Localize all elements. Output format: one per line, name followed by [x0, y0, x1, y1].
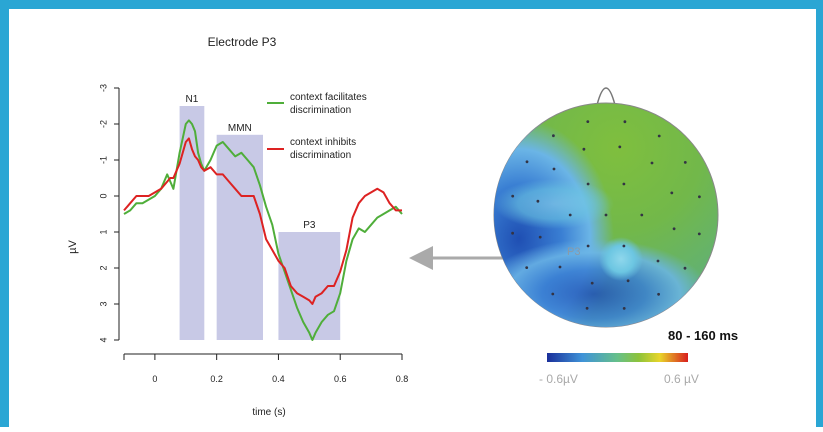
electrode-dot — [536, 199, 540, 203]
electrode-dot — [568, 213, 572, 217]
legend: context facilitates discrimination conte… — [267, 92, 367, 161]
electrode-dot — [552, 167, 556, 171]
figure-panel: Electrode P3 N1 MMN P3 -3 -2 -1 0 1 2 3 4 0 0.2 0.4 0… — [9, 9, 816, 427]
x-tick-label: 0.2 — [210, 374, 223, 384]
window-label-p3: P3 — [303, 220, 316, 231]
colorbar: - 0.6µV 0.6 µV — [539, 353, 699, 386]
electrode-markers — [511, 120, 701, 310]
x-tick-label: 0.6 — [334, 374, 347, 384]
frame-right-border — [816, 0, 823, 427]
electrode-dot — [590, 281, 594, 285]
electrode-dot — [525, 266, 529, 269]
electrode-dot — [552, 134, 555, 138]
electrode-dot — [586, 120, 590, 123]
y-tick-label: 1 — [98, 229, 108, 234]
window-box-n1 — [179, 106, 205, 340]
legend-label-facilitates-line2: discrimination — [290, 105, 351, 116]
nose-icon — [596, 87, 616, 106]
colorbar-max-label: 0.6 µV — [664, 372, 699, 386]
electrode-dot — [622, 307, 626, 310]
electrode-dot — [622, 182, 626, 186]
series-line-facilitates — [123, 119, 403, 341]
window-box-mmn — [216, 134, 263, 340]
electrode-dot — [558, 265, 562, 269]
electrode-dot — [622, 244, 626, 248]
electrode-dot — [698, 195, 701, 199]
colorbar-gradient — [547, 353, 688, 362]
electrode-dot — [551, 292, 555, 296]
colorbar-min-label: - 0.6µV — [539, 372, 578, 386]
electrode-dot — [672, 227, 676, 231]
y-tick-label: 4 — [98, 337, 108, 342]
window-label-n1: N1 — [186, 94, 199, 105]
y-tick-label: -1 — [98, 156, 108, 164]
electrode-dot — [586, 244, 590, 248]
electrode-dot — [650, 161, 654, 165]
electrode-dot — [618, 145, 622, 149]
electrode-dot — [604, 213, 608, 217]
x-tick-label: 0 — [152, 374, 157, 384]
electrode-dot — [657, 134, 661, 138]
electrode-dot — [640, 213, 644, 217]
electrode-dot — [525, 160, 529, 164]
electrode-label-p3: P3 — [567, 246, 580, 258]
electrode-dot — [538, 235, 542, 239]
electrode-dot — [657, 292, 660, 296]
electrode-dot — [586, 182, 590, 186]
legend-label-facilitates-line1: context facilitates — [290, 92, 367, 103]
axes: -3 -2 -1 0 1 2 3 4 0 0.2 0.4 0.6 0.8 — [98, 84, 408, 384]
electrode-dot — [683, 266, 687, 270]
electrode-dot — [670, 191, 674, 195]
y-axis-label: µV — [67, 240, 79, 254]
time-window-label: 80 - 160 ms — [668, 328, 738, 343]
electrode-dot — [656, 259, 660, 263]
figure-svg: Electrode P3 N1 MMN P3 -3 -2 -1 0 1 2 3 4 0 0.2 0.4 0… — [67, 35, 738, 418]
legend-label-inhibits-line2: discrimination — [290, 150, 351, 161]
electrode-dot — [626, 279, 630, 283]
frame-left-border — [0, 0, 9, 427]
y-tick-label: 0 — [98, 193, 108, 198]
series — [123, 119, 403, 341]
electrode-dot — [623, 120, 627, 124]
electrode-dot — [683, 161, 687, 164]
window-label-mmn: MMN — [228, 123, 252, 134]
x-tick-label: 0.4 — [272, 374, 285, 384]
x-tick-label: 0.8 — [396, 374, 409, 384]
y-tick-label: 2 — [98, 265, 108, 270]
erp-chart: Electrode P3 N1 MMN P3 -3 -2 -1 0 1 2 3 4 0 0.2 0.4 0… — [67, 35, 408, 418]
y-tick-label: 3 — [98, 301, 108, 306]
electrode-dot — [585, 306, 589, 310]
series-line-inhibits — [123, 137, 402, 305]
electrode-dot — [697, 232, 701, 236]
chart-title: Electrode P3 — [208, 35, 277, 49]
electrode-dot — [582, 147, 586, 151]
x-axis-label: time (s) — [252, 407, 285, 418]
electrode-dot — [511, 194, 515, 198]
y-tick-label: -2 — [98, 120, 108, 128]
legend-label-inhibits-line1: context inhibits — [290, 137, 356, 148]
frame-top-border — [0, 0, 823, 9]
topographic-map: P3 80 - 160 ms — [493, 87, 738, 343]
electrode-dot — [511, 231, 514, 235]
y-tick-label: -3 — [98, 84, 108, 92]
